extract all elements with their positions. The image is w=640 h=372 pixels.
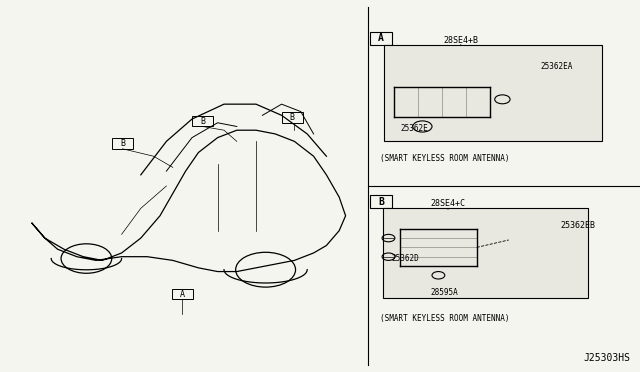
Text: 28595A: 28595A <box>431 288 459 296</box>
Text: (SMART KEYLESS ROOM ANTENNA): (SMART KEYLESS ROOM ANTENNA) <box>380 314 509 323</box>
Text: A: A <box>180 290 184 299</box>
Bar <box>172 289 193 299</box>
Bar <box>112 138 133 149</box>
Text: 25362EB: 25362EB <box>560 221 595 230</box>
Text: A: A <box>378 33 384 43</box>
Bar <box>192 116 213 126</box>
Bar <box>384 45 602 141</box>
Text: B: B <box>120 139 125 148</box>
Bar <box>370 32 392 45</box>
Text: 28SE4+C: 28SE4+C <box>431 199 465 208</box>
Text: 28SE4+B: 28SE4+B <box>444 36 478 45</box>
Bar <box>370 195 392 208</box>
Text: J25303HS: J25303HS <box>584 353 630 363</box>
Text: 25362EA: 25362EA <box>541 62 573 71</box>
Text: 25362D: 25362D <box>392 254 419 263</box>
Text: 25362E: 25362E <box>400 124 428 133</box>
Bar <box>282 112 303 123</box>
Bar <box>383 208 588 298</box>
Text: B: B <box>290 113 294 122</box>
Text: B: B <box>200 117 205 126</box>
Text: B: B <box>378 197 384 207</box>
Text: (SMART KEYLESS ROOM ANTENNA): (SMART KEYLESS ROOM ANTENNA) <box>380 154 509 163</box>
